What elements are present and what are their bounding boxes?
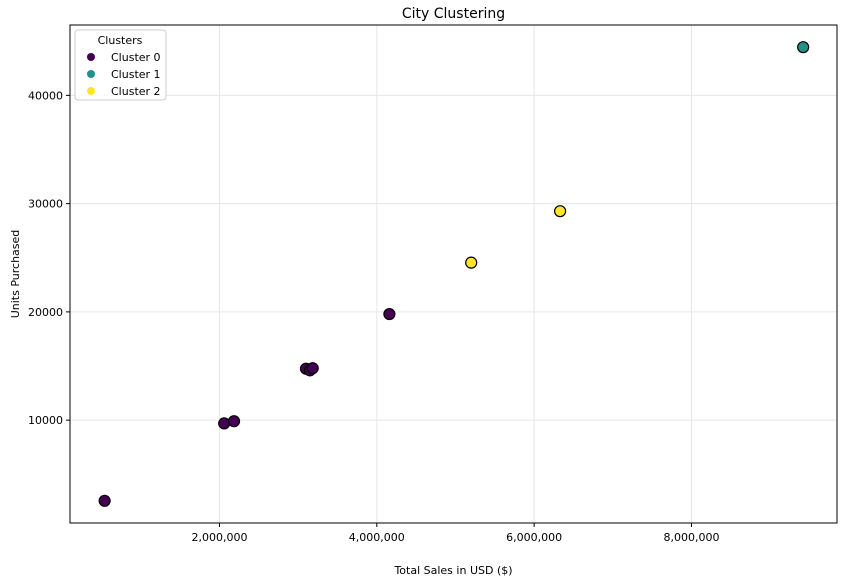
y-tick-label: 20000 (28, 306, 63, 319)
data-point (553, 205, 567, 218)
data-point (797, 41, 810, 54)
y-tick-label: 10000 (28, 414, 63, 427)
data-point (218, 417, 231, 430)
x-axis-label: Total Sales in USD ($) (393, 564, 512, 577)
x-tick-label: 2,000,000 (191, 531, 247, 544)
y-tick-label: 30000 (28, 198, 63, 211)
chart-title: City Clustering (402, 6, 505, 22)
x-tick-label: 6,000,000 (506, 531, 562, 544)
legend: Clusters Cluster 0 Cluster 1 Cluster 2 (74, 29, 167, 101)
legend-items: Cluster 0 Cluster 1 Cluster 2 (87, 51, 161, 98)
legend-marker (87, 53, 95, 61)
data-point (306, 362, 319, 375)
legend-marker (87, 70, 95, 78)
x-axis-ticks: 2,000,000 4,000,000 6,000,000 8,000,000 (191, 523, 719, 544)
y-axis-label: Units Purchased (9, 230, 22, 319)
data-points (98, 41, 810, 507)
grid-lines (70, 25, 837, 523)
data-point (383, 307, 396, 321)
y-tick-label: 40000 (28, 89, 63, 102)
legend-marker (87, 87, 95, 95)
data-point (98, 494, 111, 507)
data-point (227, 415, 241, 428)
y-axis-ticks: 10000 20000 30000 40000 (28, 89, 70, 427)
data-point (465, 256, 478, 269)
x-tick-label: 4,000,000 (349, 531, 405, 544)
legend-label: Cluster 2 (111, 85, 161, 98)
legend-label: Cluster 1 (111, 68, 161, 81)
legend-title: Clusters (98, 34, 143, 47)
plot-area (69, 24, 838, 524)
x-tick-label: 8,000,000 (663, 531, 719, 544)
legend-box (74, 29, 167, 101)
legend-label: Cluster 0 (111, 51, 161, 64)
